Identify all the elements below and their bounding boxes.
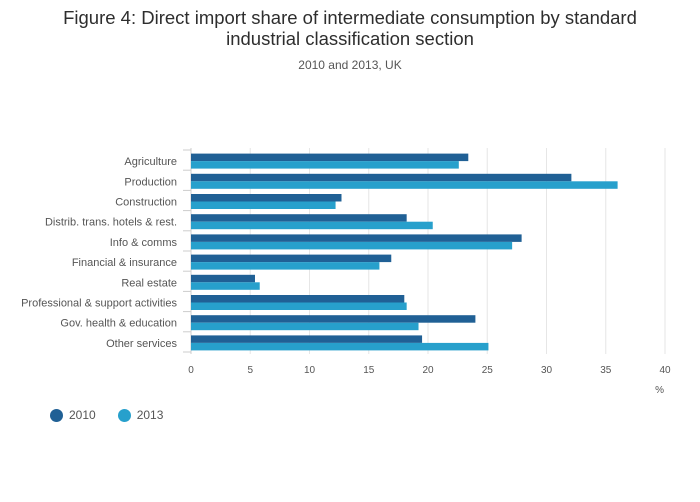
category-label: Real estate	[121, 277, 177, 289]
bar-2013[interactable]	[191, 322, 419, 331]
x-tick-label: 20	[422, 365, 434, 376]
legend-marker-2013	[117, 408, 131, 422]
x-tick-label: 40	[659, 365, 671, 376]
bars	[191, 153, 618, 351]
bar-2013[interactable]	[191, 161, 459, 169]
x-tick-labels: 0 5 10 15 20 25 30 35 40	[188, 365, 671, 376]
x-tick-label: 30	[541, 365, 553, 376]
x-tick-label: 0	[188, 365, 194, 376]
bar-2010[interactable]	[191, 153, 469, 162]
chart-title-line-2: industrial classification section	[226, 28, 474, 49]
category-label: Gov. health & education	[60, 318, 177, 330]
category-label: Distrib. trans. hotels & rest.	[45, 217, 177, 229]
chart-subtitle: 2010 and 2013, UK	[298, 58, 402, 72]
category-labels: Agriculture Production Construction Distrib…	[21, 156, 177, 350]
category-label: Professional & support activities	[21, 298, 177, 310]
x-tick-label: 15	[363, 365, 375, 376]
bar-2013[interactable]	[191, 302, 407, 311]
x-tick-label: 10	[304, 365, 316, 376]
bar-2010[interactable]	[191, 194, 342, 202]
x-tick-label: 35	[600, 365, 612, 376]
bar-2013[interactable]	[191, 221, 433, 230]
chart-title-line-1: Figure 4: Direct import share of interme…	[63, 7, 637, 28]
bar-2010[interactable]	[191, 234, 522, 242]
category-label: Construction	[115, 197, 177, 209]
bar-2010[interactable]	[191, 295, 405, 303]
category-label: Financial & insurance	[72, 257, 177, 269]
chart-title: Figure 4: Direct import share of interme…	[0, 7, 700, 49]
legend-marker-2010	[50, 408, 63, 422]
legend: 2010 2013	[50, 408, 163, 422]
legend-label-2013: 2013	[136, 408, 164, 422]
legend-item-2010[interactable]: 2010	[50, 408, 96, 422]
category-label: Agriculture	[124, 156, 177, 168]
category-label: Production	[124, 176, 177, 188]
category-label: Info & comms	[110, 237, 178, 249]
bar-2010[interactable]	[191, 274, 255, 283]
bar-2010[interactable]	[191, 315, 476, 323]
bar-2013[interactable]	[191, 201, 336, 210]
bar-2010[interactable]	[191, 335, 423, 343]
bar-2013[interactable]	[191, 262, 380, 270]
legend-item-2013[interactable]: 2013	[117, 408, 164, 422]
legend-label-2010: 2010	[69, 408, 96, 422]
bar-2013[interactable]	[191, 181, 618, 189]
x-tick-label: 5	[247, 365, 253, 376]
x-tick-label: 25	[482, 365, 494, 376]
bar-2010[interactable]	[191, 173, 572, 182]
bar-2010[interactable]	[191, 214, 407, 222]
x-axis-label: %	[655, 385, 664, 396]
bar-2013[interactable]	[191, 241, 513, 250]
bar-2013[interactable]	[191, 342, 489, 351]
bar-2010[interactable]	[191, 254, 392, 263]
category-label: Other services	[106, 338, 177, 350]
bar-2013[interactable]	[191, 282, 260, 290]
